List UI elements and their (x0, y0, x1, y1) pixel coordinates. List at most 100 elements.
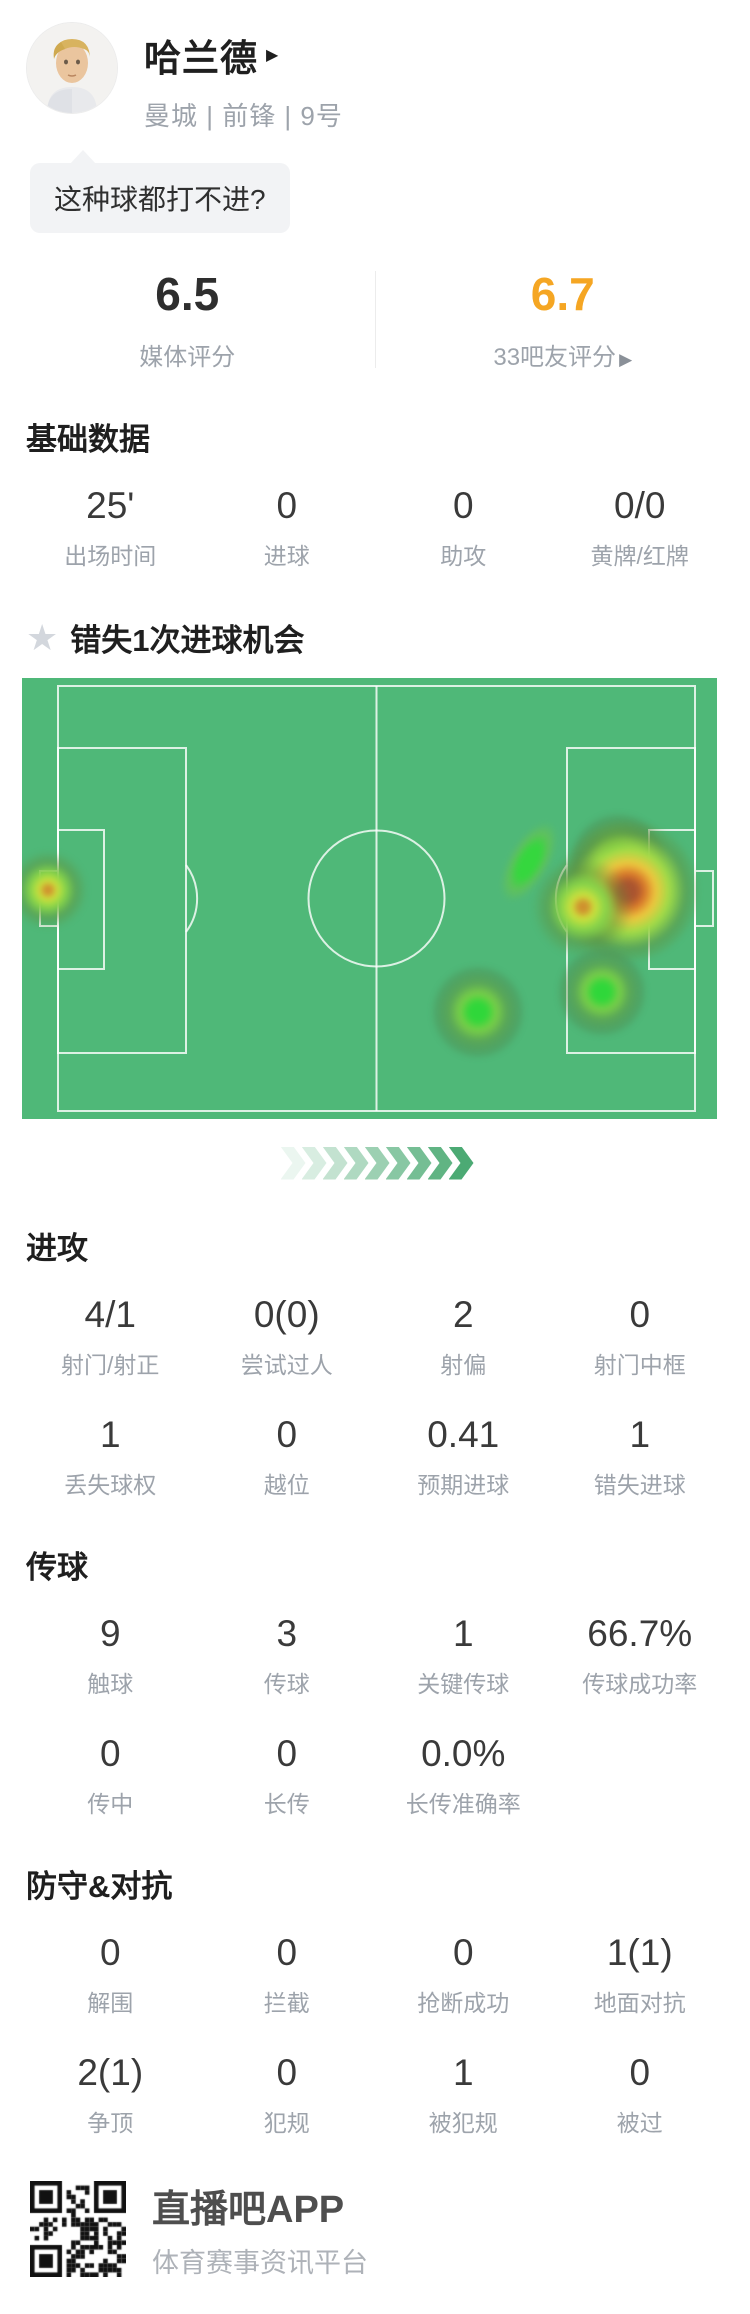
app-tagline: 体育赛事资讯平台 (152, 2241, 368, 2280)
stat-value: 0 (199, 1932, 376, 1974)
stat-cell: 1(1) 地面对抗 (552, 1932, 729, 2018)
stat-value: 0 (375, 485, 552, 527)
stat-label: 关键传球 (375, 1665, 552, 1699)
stat-cell: 2(1) 争顶 (22, 2052, 199, 2138)
stat-value: 2 (375, 1294, 552, 1336)
stat-label: 进球 (199, 537, 376, 571)
stat-value: 0(0) (199, 1294, 376, 1336)
player-name-row[interactable]: 哈兰德 ▶ (144, 28, 343, 82)
stat-label: 传球成功率 (552, 1665, 729, 1699)
stat-value: 0 (199, 1414, 376, 1456)
fans-rating-label-text: 33吧友评分 (493, 344, 616, 371)
stat-value: 0.0% (375, 1733, 552, 1775)
stat-label: 传中 (22, 1785, 199, 1819)
stat-value: 0 (552, 1294, 729, 1336)
stat-label: 预期进球 (375, 1466, 552, 1500)
stat-label: 解围 (22, 1984, 199, 2018)
pitch-heatmap (22, 678, 717, 1119)
stat-value: 0 (199, 1733, 376, 1775)
section-title-attack: 进攻 (26, 1223, 722, 1268)
stat-label: 出场时间 (22, 537, 199, 571)
stat-value: 0 (552, 2052, 729, 2094)
stat-label: 射门中框 (552, 1346, 729, 1380)
stat-value: 4/1 (22, 1294, 199, 1336)
stat-label: 黄牌/红牌 (552, 537, 729, 571)
stat-cell: 0 被过 (552, 2052, 729, 2138)
heat-spot (558, 948, 646, 1036)
stat-label: 地面对抗 (552, 1984, 729, 2018)
stat-label: 传球 (199, 1665, 376, 1699)
stat-value: 1(1) (552, 1932, 729, 1974)
stat-cell: 1 错失进球 (552, 1414, 729, 1500)
stat-value: 0.41 (375, 1414, 552, 1456)
stat-label: 助攻 (375, 537, 552, 571)
stat-value: 25' (22, 485, 199, 527)
stat-label: 争顶 (22, 2104, 199, 2138)
stat-value: 1 (375, 2052, 552, 2094)
stat-label: 抢断成功 (375, 1984, 552, 2018)
fans-rating-label: 33吧友评分▶ (376, 337, 750, 372)
stat-value: 66.7% (552, 1613, 729, 1655)
stat-value: 0/0 (552, 485, 729, 527)
stat-cell: 0.41 预期进球 (375, 1414, 552, 1500)
stat-value: 3 (199, 1613, 376, 1655)
section-title-defense: 防守&对抗 (26, 1861, 722, 1906)
media-rating-label: 媒体评分 (0, 337, 375, 372)
player-header: 哈兰德 ▶ 曼城 | 前锋 | 9号 (0, 0, 750, 133)
fans-rating[interactable]: 6.7 33吧友评分▶ (376, 267, 750, 372)
highlight-text: 错失1次进球机会 (70, 615, 304, 660)
fans-rating-arrow-icon: ▶ (619, 350, 632, 369)
media-rating-value: 6.5 (0, 267, 375, 321)
section-title-basic: 基础数据 (26, 414, 722, 459)
chevron-icon (281, 1147, 306, 1180)
stat-value: 0 (199, 2052, 376, 2094)
stat-value: 9 (22, 1613, 199, 1655)
stat-cell: 0.0% 长传准确率 (375, 1733, 552, 1819)
heat-spot (533, 857, 633, 957)
stat-label: 射门/射正 (22, 1346, 199, 1380)
stat-value: 2(1) (22, 2052, 199, 2094)
stat-label: 拦截 (199, 1984, 376, 2018)
heat-spot (432, 966, 524, 1058)
stat-label: 长传准确率 (375, 1785, 552, 1819)
comment-bubble: 这种球都打不进? (30, 163, 290, 233)
stat-cell (552, 1733, 729, 1819)
fans-rating-value: 6.7 (376, 267, 750, 321)
player-avatar[interactable] (26, 22, 118, 114)
stat-cell: 0/0 黄牌/红牌 (552, 485, 729, 571)
section-title-passing: 传球 (26, 1542, 722, 1587)
stat-cell: 4/1 射门/射正 (22, 1294, 199, 1380)
stat-cell: 0 拦截 (199, 1932, 376, 2018)
player-name: 哈兰德 (144, 28, 258, 82)
footer: 直播吧APP 体育赛事资讯平台 (30, 2178, 750, 2280)
player-identity: 哈兰德 ▶ 曼城 | 前锋 | 9号 (144, 22, 343, 133)
stat-cell: 66.7% 传球成功率 (552, 1613, 729, 1699)
stat-cell: 0(0) 尝试过人 (199, 1294, 376, 1380)
media-rating: 6.5 媒体评分 (0, 267, 375, 372)
stat-label: 尝试过人 (199, 1346, 376, 1380)
stat-value: 0 (199, 485, 376, 527)
stat-label: 错失进球 (552, 1466, 729, 1500)
player-meta: 曼城 | 前锋 | 9号 (144, 96, 343, 133)
app-name: 直播吧APP (152, 2178, 368, 2233)
stat-value: 1 (552, 1414, 729, 1456)
stat-label: 被过 (552, 2104, 729, 2138)
